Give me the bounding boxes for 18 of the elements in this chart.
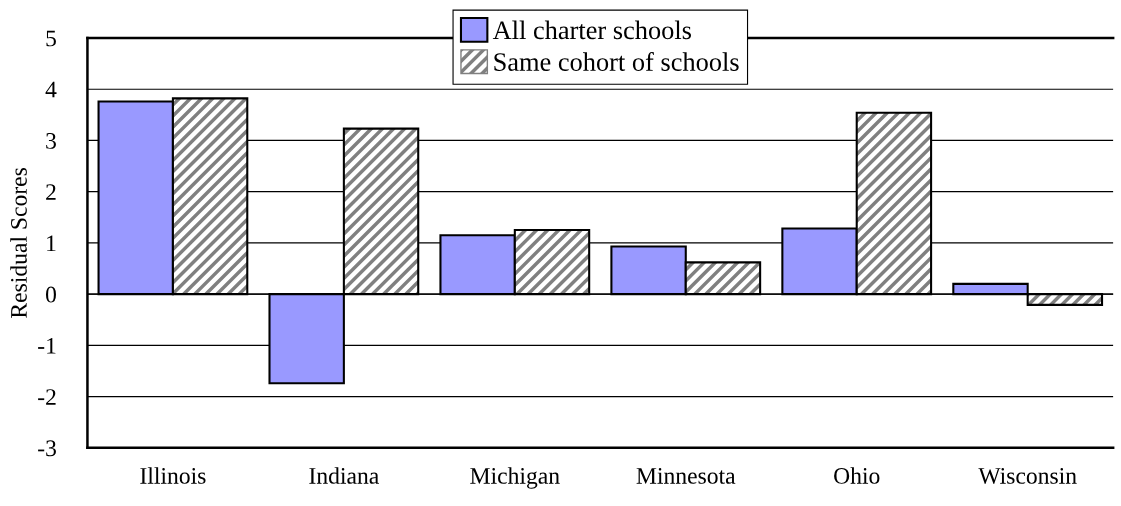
y-tick-label: -3 (38, 440, 56, 457)
y-tick-label: -1 (38, 337, 56, 354)
x-tick-label: Michigan (470, 467, 560, 489)
legend-label: Same cohort of schools (494, 52, 739, 71)
y-axis-title: Residual Scores (10, 168, 27, 318)
y-tick-label: 4 (45, 81, 57, 98)
x-tick-label: Indiana (309, 467, 379, 484)
y-tick-label: 3 (46, 132, 56, 149)
y-tick-label: 0 (45, 286, 56, 303)
legend-label: All charter schools (492, 20, 691, 40)
y-tick-label: 2 (46, 184, 56, 200)
x-tick-label: Wisconsin (978, 468, 1077, 484)
x-tick-label: Minnesota (636, 468, 736, 484)
x-tick-label: Illinois (140, 467, 206, 484)
y-tick-label: -2 (38, 389, 56, 405)
x-tick-label: Ohio (834, 467, 880, 484)
y-tick-label: 5 (46, 30, 56, 47)
y-tick-label: 1 (47, 235, 56, 252)
